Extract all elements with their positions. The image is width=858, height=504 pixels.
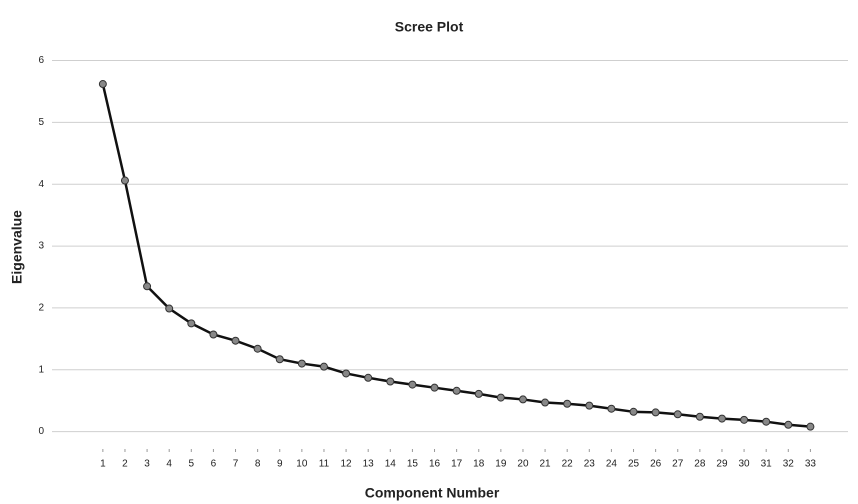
- x-tick-label: 18: [473, 459, 485, 470]
- chart-title: Scree Plot: [395, 19, 464, 35]
- x-tick-label: 31: [761, 459, 773, 470]
- x-tick-label: 1: [100, 459, 106, 470]
- point: [121, 177, 128, 184]
- x-tick-label: 2: [122, 459, 128, 470]
- x-tick-label: 7: [233, 459, 239, 470]
- y-tick-label: 2: [38, 303, 44, 314]
- x-tick-label: 13: [363, 459, 375, 470]
- point: [497, 394, 504, 401]
- point: [608, 405, 615, 412]
- point: [365, 374, 372, 381]
- point: [741, 416, 748, 423]
- x-tick-label: 30: [739, 459, 751, 470]
- x-tick-label: 19: [495, 459, 507, 470]
- point: [387, 378, 394, 385]
- point: [763, 418, 770, 425]
- x-tick-label: 15: [407, 459, 419, 470]
- x-tick-label: 23: [584, 459, 596, 470]
- x-tick-label: 32: [783, 459, 795, 470]
- point: [276, 356, 283, 363]
- point: [696, 413, 703, 420]
- point: [431, 384, 438, 391]
- x-tick-label: 16: [429, 459, 441, 470]
- point: [254, 345, 261, 352]
- chart: Scree Plot Component Number Eigenvalue 0…: [0, 0, 858, 504]
- x-tick-label: 28: [694, 459, 706, 470]
- point: [166, 305, 173, 312]
- y-axis-title: Eigenvalue: [9, 210, 25, 284]
- x-axis-title: Component Number: [365, 485, 500, 501]
- point: [630, 408, 637, 415]
- x-tick-label: 14: [385, 459, 397, 470]
- x-tick-label: 10: [296, 459, 308, 470]
- point: [409, 381, 416, 388]
- y-tick-label: 6: [38, 55, 44, 66]
- point: [343, 370, 350, 377]
- y-tick-label: 1: [38, 364, 44, 375]
- x-tick-label: 24: [606, 459, 618, 470]
- x-tick-label: 27: [672, 459, 684, 470]
- y-tick-label: 0: [38, 426, 44, 437]
- point: [298, 360, 305, 367]
- point: [586, 402, 593, 409]
- x-tick-label: 9: [277, 459, 283, 470]
- point: [453, 387, 460, 394]
- x-tick-label: 26: [650, 459, 662, 470]
- page: {"chart_data": {"type": "line", "title":…: [0, 0, 858, 504]
- x-tick-label: 12: [341, 459, 353, 470]
- point: [564, 400, 571, 407]
- point: [652, 409, 659, 416]
- x-tick-label: 17: [451, 459, 463, 470]
- x-tick-label: 22: [562, 459, 574, 470]
- point: [232, 337, 239, 344]
- point: [188, 320, 195, 327]
- x-tick-label: 6: [211, 459, 217, 470]
- x-tick-label: 33: [805, 459, 817, 470]
- x-tick-label: 5: [189, 459, 195, 470]
- x-tick-label: 20: [517, 459, 529, 470]
- point: [519, 396, 526, 403]
- point: [674, 411, 681, 418]
- x-tick-label: 3: [144, 459, 150, 470]
- x-tick-label: 8: [255, 459, 261, 470]
- y-tick-label: 5: [38, 117, 44, 128]
- point: [210, 331, 217, 338]
- line: [103, 84, 811, 427]
- point: [542, 399, 549, 406]
- point: [320, 363, 327, 370]
- x-tick-label: 4: [166, 459, 172, 470]
- point: [475, 390, 482, 397]
- y-tick-label: 4: [38, 179, 44, 190]
- x-tick-label: 25: [628, 459, 640, 470]
- point: [718, 415, 725, 422]
- point: [99, 81, 106, 88]
- point: [807, 423, 814, 430]
- point: [144, 283, 151, 290]
- point: [785, 421, 792, 428]
- y-tick-label: 3: [38, 241, 44, 252]
- x-tick-label: 29: [716, 459, 728, 470]
- x-tick-label: 11: [319, 459, 330, 470]
- x-tick-label: 21: [540, 459, 552, 470]
